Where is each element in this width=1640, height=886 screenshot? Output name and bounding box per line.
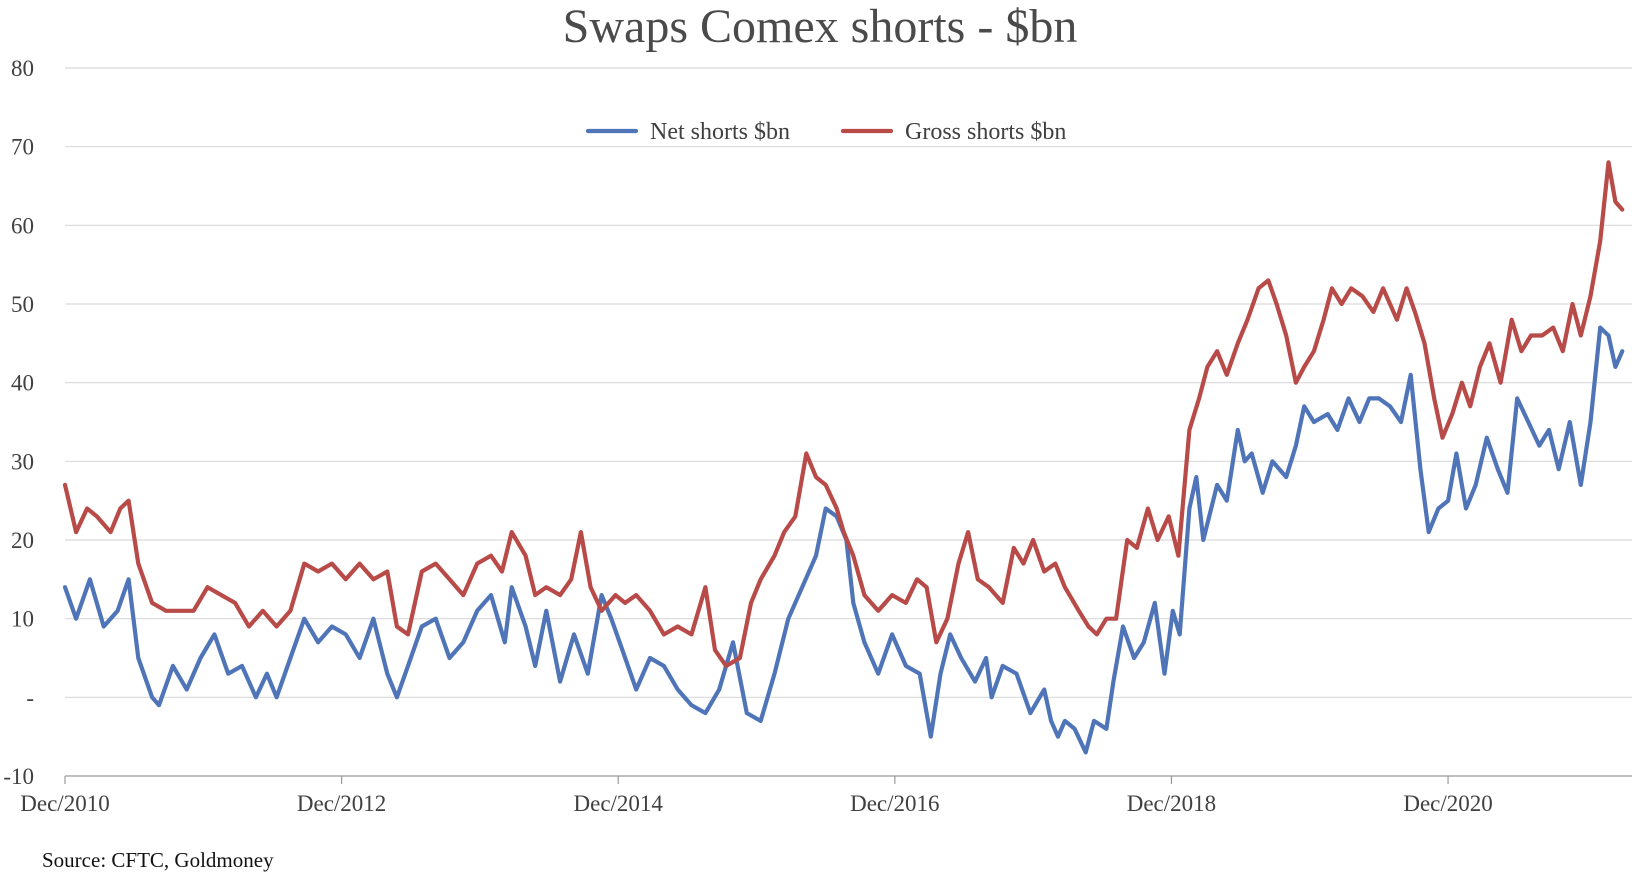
legend: Net shorts $bn Gross shorts $bn — [585, 119, 1066, 145]
gridlines — [65, 67, 1632, 777]
source-note: Source: CFTC, Goldmoney — [42, 848, 274, 872]
y-tick-label: 10 — [11, 607, 34, 632]
y-tick-label: 80 — [11, 56, 34, 81]
y-tick-label: 50 — [11, 292, 34, 317]
x-tick-label: Dec/2010 — [20, 791, 109, 816]
y-axis-ticks: 80 70 60 50 40 30 20 10 - -10 — [3, 56, 34, 789]
y-tick-label: 20 — [11, 528, 34, 553]
y-tick-label: - — [26, 685, 34, 710]
x-axis-ticks: Dec/2010 Dec/2012 Dec/2014 Dec/2016 Dec/2018… — [20, 776, 1493, 816]
chart-title: Swaps Comex shorts - $bn — [562, 0, 1078, 53]
series-lines — [62, 160, 1625, 755]
series-line-1 — [62, 160, 1625, 668]
x-tick-label: Dec/2018 — [1127, 791, 1216, 816]
y-tick-label: 30 — [11, 449, 34, 474]
legend-label: Gross shorts $bn — [905, 119, 1066, 145]
series-line-0 — [62, 325, 1625, 755]
x-tick-label: Dec/2012 — [297, 791, 386, 816]
x-tick-label: Dec/2020 — [1403, 791, 1492, 816]
x-tick-label: Dec/2014 — [574, 791, 664, 816]
y-tick-label: 40 — [11, 371, 34, 396]
legend-label: Net shorts $bn — [650, 119, 790, 145]
y-tick-label: 60 — [11, 213, 34, 238]
x-tick-label: Dec/2016 — [850, 791, 939, 816]
y-tick-label: 70 — [11, 135, 34, 160]
y-tick-label: -10 — [3, 764, 34, 789]
